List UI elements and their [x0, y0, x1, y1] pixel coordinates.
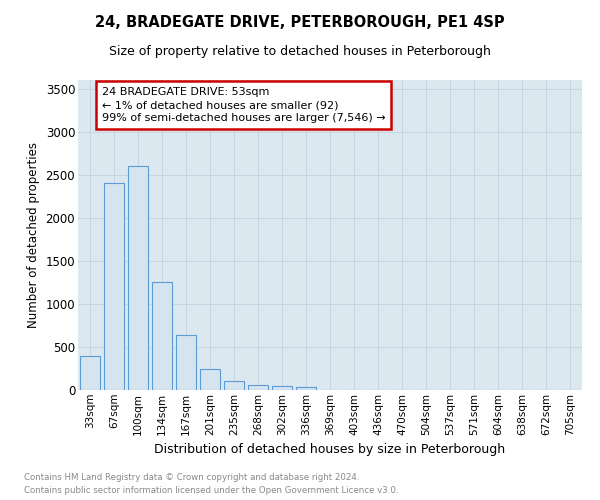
Bar [104, 184, 124, 390]
Y-axis label: Number of detached properties: Number of detached properties [27, 142, 40, 328]
X-axis label: Distribution of detached houses by size in Peterborough: Distribution of detached houses by size … [154, 443, 506, 456]
Bar [176, 335, 196, 390]
Bar [272, 386, 292, 390]
Text: 24, BRADEGATE DRIVE, PETERBOROUGH, PE1 4SP: 24, BRADEGATE DRIVE, PETERBOROUGH, PE1 4… [95, 15, 505, 30]
Bar [248, 385, 268, 390]
Text: Size of property relative to detached houses in Peterborough: Size of property relative to detached ho… [109, 45, 491, 58]
Bar [152, 282, 172, 390]
Text: Contains public sector information licensed under the Open Government Licence v3: Contains public sector information licen… [24, 486, 398, 495]
Bar [80, 356, 100, 390]
Bar [224, 380, 244, 390]
Text: Contains HM Land Registry data © Crown copyright and database right 2024.: Contains HM Land Registry data © Crown c… [24, 474, 359, 482]
Bar [296, 388, 316, 390]
Bar [128, 166, 148, 390]
Bar [200, 370, 220, 390]
Text: 24 BRADEGATE DRIVE: 53sqm
← 1% of detached houses are smaller (92)
99% of semi-d: 24 BRADEGATE DRIVE: 53sqm ← 1% of detach… [102, 87, 386, 124]
